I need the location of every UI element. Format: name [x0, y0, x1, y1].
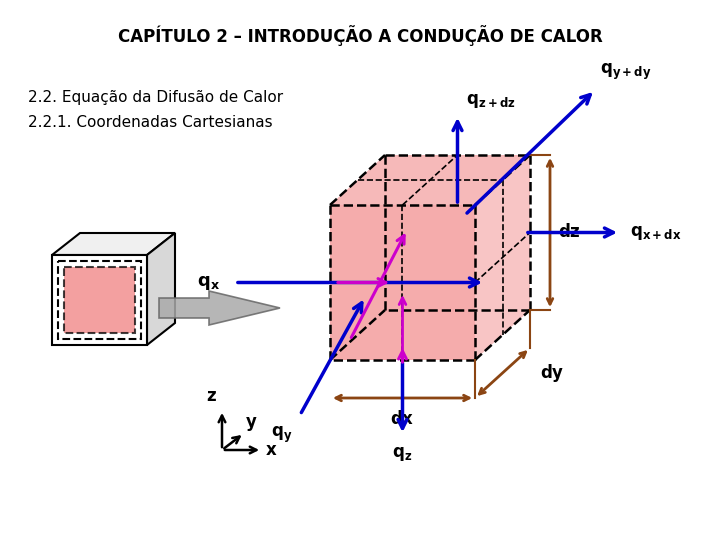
- Text: $\mathbf{q_z}$: $\mathbf{q_z}$: [392, 445, 413, 463]
- Polygon shape: [330, 205, 475, 360]
- Polygon shape: [159, 291, 280, 325]
- Text: $\mathbf{q_y}$: $\mathbf{q_y}$: [271, 425, 292, 445]
- Text: 2.2. Equação da Difusão de Calor: 2.2. Equação da Difusão de Calor: [28, 90, 283, 105]
- Text: z: z: [207, 387, 216, 405]
- Text: $\mathbf{q_{z+dz}}$: $\mathbf{q_{z+dz}}$: [466, 92, 515, 110]
- Polygon shape: [52, 255, 147, 345]
- Polygon shape: [64, 267, 135, 333]
- Text: x: x: [266, 441, 276, 459]
- Text: $\mathbf{q_{x+dx}}$: $\mathbf{q_{x+dx}}$: [630, 224, 682, 241]
- Text: $\mathbf{q_{y+dy}}$: $\mathbf{q_{y+dy}}$: [600, 62, 652, 82]
- Polygon shape: [147, 233, 175, 345]
- Text: $\mathbf{q_x}$: $\mathbf{q_x}$: [197, 273, 220, 292]
- Polygon shape: [330, 155, 530, 205]
- Text: y: y: [246, 413, 257, 431]
- Text: $\mathbf{dx}$: $\mathbf{dx}$: [390, 410, 414, 428]
- Polygon shape: [475, 155, 530, 360]
- Text: $\mathbf{dy}$: $\mathbf{dy}$: [540, 362, 564, 384]
- Polygon shape: [52, 233, 175, 255]
- Text: CAPÍTULO 2 – INTRODUÇÃO A CONDUÇÃO DE CALOR: CAPÍTULO 2 – INTRODUÇÃO A CONDUÇÃO DE CA…: [117, 25, 603, 46]
- Text: $\mathbf{dz}$: $\mathbf{dz}$: [558, 223, 581, 241]
- Text: 2.2.1. Coordenadas Cartesianas: 2.2.1. Coordenadas Cartesianas: [28, 115, 273, 130]
